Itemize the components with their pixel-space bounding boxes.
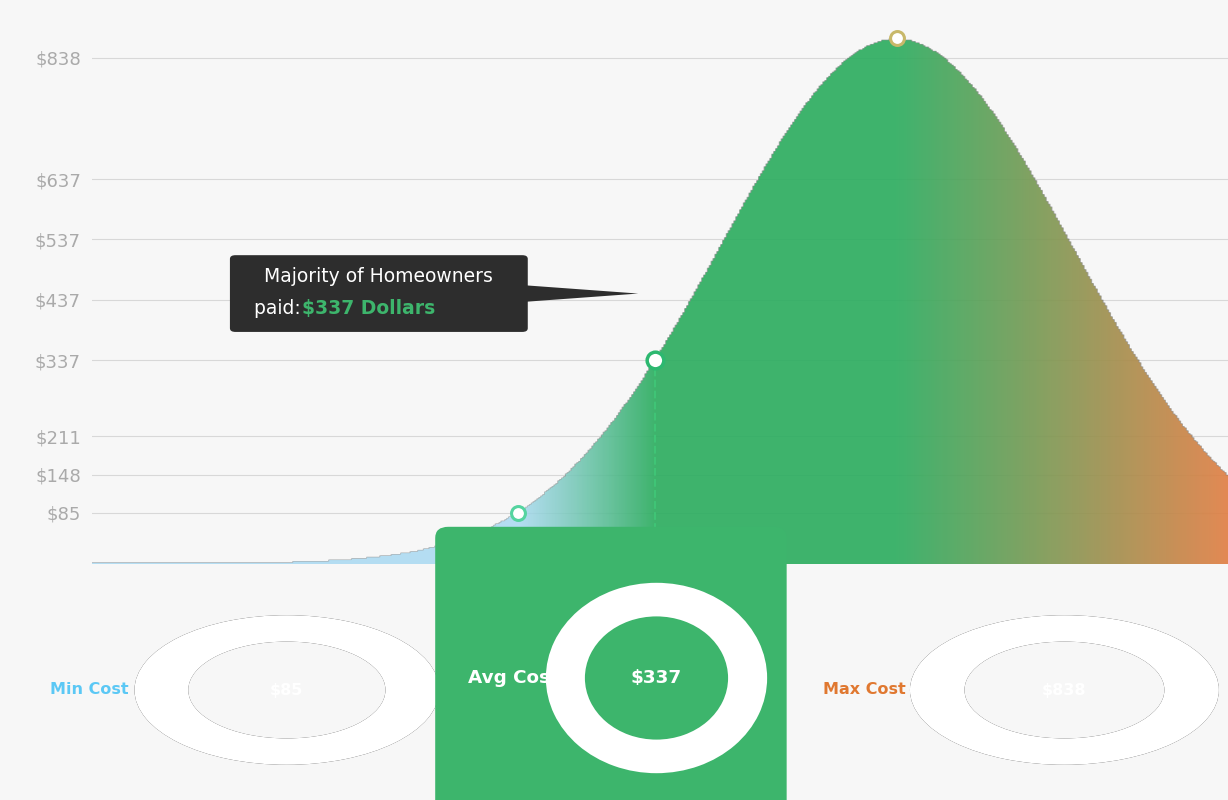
- Text: $838: $838: [1043, 682, 1087, 698]
- Polygon shape: [522, 285, 639, 302]
- Wedge shape: [910, 615, 1219, 765]
- Text: Max Cost: Max Cost: [823, 682, 906, 698]
- Wedge shape: [545, 582, 768, 773]
- Text: Min Cost: Min Cost: [50, 682, 129, 698]
- Text: $337: $337: [631, 669, 682, 687]
- Text: Avg Cost: Avg Cost: [468, 669, 559, 687]
- Text: $85: $85: [270, 682, 303, 698]
- Text: Majority of Homeowners: Majority of Homeowners: [264, 267, 494, 286]
- FancyBboxPatch shape: [435, 527, 787, 800]
- Wedge shape: [134, 615, 440, 765]
- FancyBboxPatch shape: [230, 255, 528, 332]
- Wedge shape: [545, 582, 768, 773]
- Text: paid:: paid:: [254, 299, 307, 318]
- Wedge shape: [910, 615, 1219, 765]
- Text: $337 Dollars: $337 Dollars: [302, 299, 435, 318]
- Wedge shape: [134, 615, 440, 765]
